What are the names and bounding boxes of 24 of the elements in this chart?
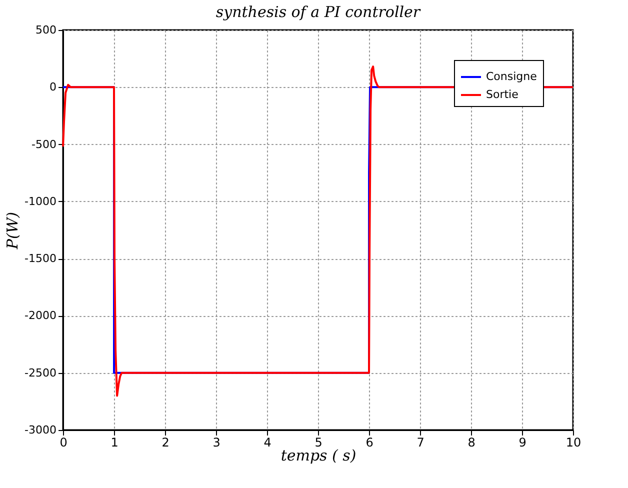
y-tick-label: -1000: [24, 194, 56, 208]
y-axis-title: P(W): [4, 212, 22, 250]
x-tick-label: 2: [162, 436, 170, 450]
y-tick-label: -2000: [24, 309, 56, 322]
x-tick-label: 9: [518, 436, 526, 450]
x-tick-label: 3: [212, 436, 220, 450]
y-tick-label: 500: [36, 24, 56, 36]
x-tick-label: 7: [416, 436, 424, 450]
y-tick-label: -1500: [24, 252, 56, 266]
x-tick-label: 5: [314, 436, 322, 450]
chart-title: synthesis of a PI controller: [216, 3, 421, 21]
legend-label: Sortie: [486, 88, 519, 101]
x-tick-label: 4: [264, 436, 272, 450]
legend-label: Consigne: [486, 70, 538, 83]
x-tick-label: 6: [366, 436, 374, 450]
y-tick-label: -500: [32, 138, 56, 151]
y-tick-label: -2500: [24, 366, 56, 380]
y-tick-label: -3000: [24, 424, 56, 436]
x-tick-label: 1: [110, 436, 118, 450]
y-tick-label: 0: [50, 80, 56, 94]
x-tick-label: 0: [60, 436, 68, 450]
x-axis-title: temps ( s): [280, 446, 356, 464]
x-tick-label: 8: [468, 436, 476, 450]
x-tick-label: 10: [566, 436, 582, 450]
